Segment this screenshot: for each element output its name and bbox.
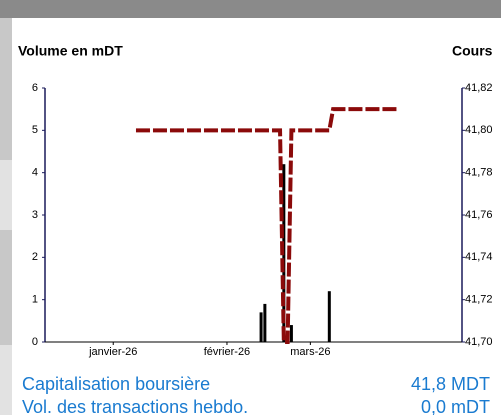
side-strip-section xyxy=(0,160,12,230)
y-tick-label: 5 xyxy=(32,124,38,136)
y-tick-label: 2 xyxy=(32,251,38,263)
y-tick-label: 0 xyxy=(32,336,38,348)
y-tick-label: 6 xyxy=(32,82,38,94)
info-value: 41,8 MDT xyxy=(411,374,490,394)
x-tick-label: janvier-26 xyxy=(88,346,137,358)
volume-bar xyxy=(263,303,267,342)
price-line xyxy=(135,107,398,344)
y-tick-label: 1 xyxy=(32,294,38,306)
info-value: 0,0 mDT xyxy=(421,397,490,415)
y2-tick-label: 41,72 xyxy=(465,294,493,306)
y-axis-title: Volume en mDT xyxy=(18,43,123,59)
y-tick-label: 3 xyxy=(32,209,38,221)
x-tick-label: mars-26 xyxy=(290,346,330,358)
y-tick-label: 4 xyxy=(32,167,38,179)
top-bar xyxy=(0,0,501,18)
y2-tick-label: 41,82 xyxy=(465,82,493,94)
info-label: Capitalisation boursière xyxy=(22,374,210,394)
y2-tick-label: 41,74 xyxy=(465,251,493,263)
y2-axis-title: Cours xyxy=(452,43,493,59)
volume-bar xyxy=(327,291,331,342)
y2-tick-label: 41,76 xyxy=(465,209,493,221)
side-strip-section xyxy=(0,345,12,415)
plot: 0 1 2 3 4 5 6 41,70 41,72 41,74 41,76 41,78 41,80 41,… xyxy=(32,82,493,358)
y2-tick-label: 41,78 xyxy=(465,167,493,179)
y2-tick-label: 41,70 xyxy=(465,336,493,348)
y2-tick-label: 41,80 xyxy=(465,124,493,136)
x-tick-label: février-26 xyxy=(204,346,250,358)
volume-bar xyxy=(289,325,293,342)
info-label: Vol. des transactions hebdo. xyxy=(22,397,248,415)
volume-bar xyxy=(259,312,263,342)
